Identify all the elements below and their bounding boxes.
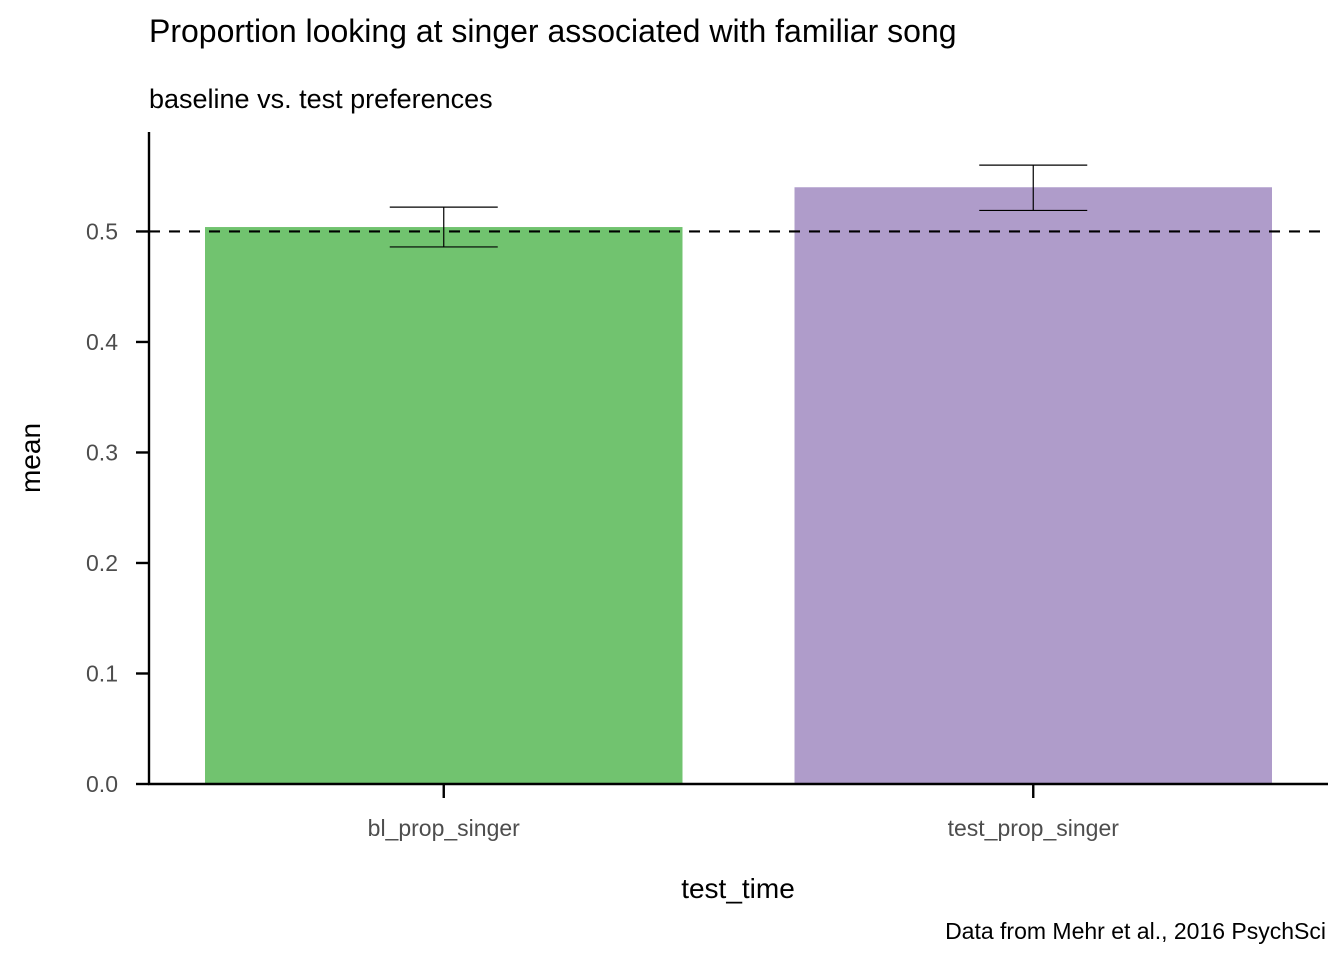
bar-test_prop_singer <box>794 187 1272 784</box>
chart-title: Proportion looking at singer associated … <box>149 13 957 49</box>
y-tick-label: 0.3 <box>86 439 118 465</box>
x-axis-title: test_time <box>681 873 795 904</box>
bar-bl_prop_singer <box>205 227 683 784</box>
y-tick-label: 0.5 <box>86 218 118 244</box>
plot-area: bl_prop_singer test_prop_singer 0.0 0.1 0.2 0… <box>86 132 1328 841</box>
x-tick-label: test_prop_singer <box>948 815 1120 841</box>
y-tick-label: 0.2 <box>86 550 118 576</box>
chart-subtitle: baseline vs. test preferences <box>149 84 493 114</box>
chart-caption: Data from Mehr et al., 2016 PsychSci <box>945 918 1326 944</box>
y-tick-label: 0.1 <box>86 660 118 686</box>
y-tick-label: 0.4 <box>86 329 118 355</box>
x-tick-label: bl_prop_singer <box>368 815 521 841</box>
y-tick-label: 0.0 <box>86 771 118 797</box>
y-axis-title: mean <box>15 423 46 493</box>
